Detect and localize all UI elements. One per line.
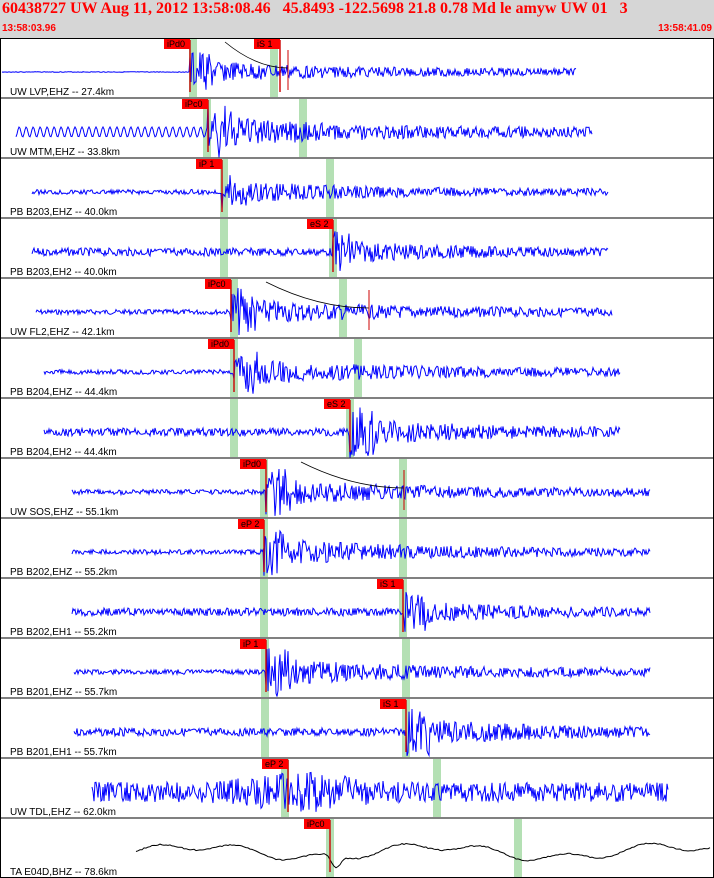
station-label: PB B201,EHZ -- 55.7km — [10, 687, 117, 698]
phase-window — [326, 159, 334, 217]
station-label: UW TDL,EHZ -- 62.0km — [10, 807, 116, 818]
header-bar: 60438727 UW Aug 11, 2012 13:58:08.46 45.… — [0, 0, 714, 38]
time-end: 13:58:41.09 — [658, 23, 712, 34]
waveform — [71, 529, 651, 576]
waveform — [15, 105, 593, 158]
waveform — [31, 175, 609, 210]
predicted-curve — [265, 281, 370, 309]
pick-label: iS 1 — [380, 579, 396, 589]
waveform — [1, 52, 577, 90]
station-label: UW LVP,EHZ -- 27.4km — [10, 87, 114, 98]
waveform — [73, 648, 651, 697]
waveform — [31, 231, 609, 271]
phase-pick[interactable]: iP 1 — [240, 639, 267, 692]
trace-row: iP 1 PB B203,EHZ -- 40.0km — [0, 159, 714, 219]
pick-label: iPc0 — [307, 819, 325, 829]
phase-window — [270, 39, 278, 97]
waveform — [71, 468, 651, 516]
pick-label: eS 2 — [327, 399, 346, 409]
phase-window — [514, 819, 522, 877]
pick-label: iP 1 — [199, 159, 214, 169]
station-label: PB B204,EHZ -- 44.4km — [10, 387, 117, 398]
phase-pick[interactable]: iPc0 — [304, 819, 331, 872]
pick-label: iPd0 — [243, 459, 261, 469]
trace-row: eP 2 UW TDL,EHZ -- 62.0km — [0, 759, 714, 819]
pick-label: eS 2 — [310, 219, 329, 229]
phase-window — [399, 519, 407, 577]
phase-window — [260, 459, 268, 517]
phase-window — [339, 279, 347, 337]
waveform — [73, 708, 651, 758]
trace-row: iPd0 PB B204,EHZ -- 44.4km — [0, 339, 714, 399]
waveform — [91, 771, 669, 812]
station-label: UW FL2,EHZ -- 42.1km — [10, 327, 114, 338]
pick-label: iS 1 — [257, 39, 273, 49]
trace-row: iPd0 iS 1 UW LVP,EHZ -- 27.4km — [0, 39, 714, 99]
seismogram-panel: iPd0 iS 1 UW LVP,EHZ -- 27.4km iPc0 UW MTM,E… — [0, 38, 714, 878]
phase-window — [220, 219, 228, 277]
phase-window — [433, 759, 441, 817]
station-label: UW SOS,EHZ -- 55.1km — [10, 507, 118, 518]
phase-pick[interactable]: iS 1 — [380, 699, 407, 752]
waveform — [135, 842, 711, 869]
phase-pick[interactable]: eS 2 — [324, 399, 351, 452]
pick-label: iPd0 — [167, 39, 185, 49]
pick-label: eP 2 — [241, 519, 259, 529]
station-label: PB B203,EH2 -- 40.0km — [10, 267, 117, 278]
trace-row: iPd0 UW SOS,EHZ -- 55.1km — [0, 459, 714, 519]
pick-label: iS 1 — [383, 699, 399, 709]
waveform — [71, 592, 651, 632]
phase-pick[interactable]: eS 2 — [307, 219, 334, 272]
pick-label: iPd0 — [211, 339, 229, 349]
phase-pick[interactable]: iPc0 — [205, 279, 232, 332]
phase-window — [260, 579, 268, 637]
time-start: 13:58:03.96 — [2, 23, 56, 34]
station-label: PB B204,EH2 -- 44.4km — [10, 447, 117, 458]
trace-row: iS 1 PB B202,EH1 -- 55.2km — [0, 579, 714, 639]
phase-window — [261, 639, 269, 697]
phase-pick[interactable]: iPd0 — [240, 459, 267, 512]
station-label: PB B201,EH1 -- 55.7km — [10, 747, 117, 758]
trace-row: iPc0 UW MTM,EHZ -- 33.8km — [0, 99, 714, 159]
station-label: TA E04D,BHZ -- 78.6km — [10, 867, 117, 878]
phase-window — [230, 399, 238, 457]
station-label: PB B203,EHZ -- 40.0km — [10, 207, 117, 218]
phase-pick[interactable]: iS 1 — [377, 579, 404, 632]
phase-window — [261, 699, 269, 757]
event-title: 60438727 UW Aug 11, 2012 13:58:08.46 45.… — [2, 0, 628, 17]
trace-row: iPc0 TA E04D,BHZ -- 78.6km — [0, 819, 714, 878]
trace-row: iPc0 UW FL2,EHZ -- 42.1km — [0, 279, 714, 339]
waveform — [35, 287, 613, 336]
station-label: PB B202,EHZ -- 55.2km — [10, 567, 117, 578]
trace-row: eS 2 PB B204,EH2 -- 44.4km — [0, 399, 714, 459]
phase-window — [299, 99, 307, 157]
phase-pick[interactable]: eP 2 — [262, 759, 289, 812]
phase-pick[interactable]: iPc0 — [182, 99, 209, 152]
trace-row: iP 1 PB B201,EHZ -- 55.7km — [0, 639, 714, 699]
pick-label: iPc0 — [208, 279, 226, 289]
pick-label: iPc0 — [185, 99, 203, 109]
station-label: PB B202,EH1 -- 55.2km — [10, 627, 117, 638]
predicted-curve — [224, 41, 289, 69]
trace-row: eP 2 PB B202,EHZ -- 55.2km — [0, 519, 714, 579]
predicted-curve — [300, 461, 405, 489]
phase-pick[interactable]: iP 1 — [196, 159, 223, 212]
pick-label: eP 2 — [265, 759, 283, 769]
waveform — [43, 351, 621, 394]
phase-pick[interactable]: iS 1 — [254, 39, 281, 92]
phase-pick[interactable]: eP 2 — [238, 519, 265, 572]
phase-pick[interactable]: iPd0 — [164, 39, 191, 92]
phase-window — [281, 759, 289, 817]
waveform — [43, 407, 621, 458]
station-label: UW MTM,EHZ -- 33.8km — [10, 147, 120, 158]
trace-row: iS 1 PB B201,EH1 -- 55.7km — [0, 699, 714, 759]
phase-pick[interactable]: iPd0 — [208, 339, 235, 392]
pick-label: iP 1 — [243, 639, 258, 649]
trace-row: eS 2 PB B203,EH2 -- 40.0km — [0, 219, 714, 279]
phase-window — [220, 159, 228, 217]
